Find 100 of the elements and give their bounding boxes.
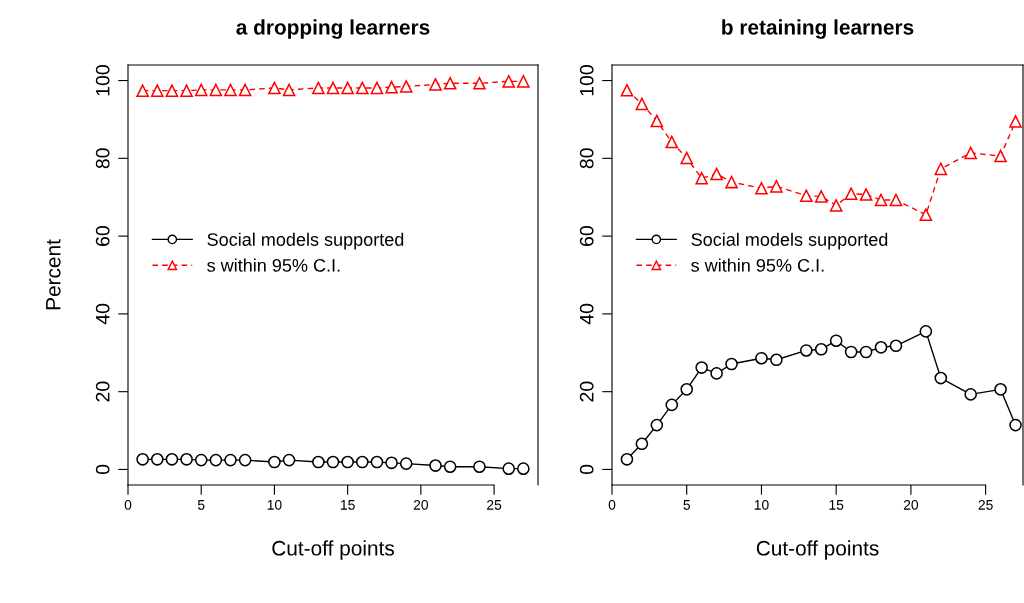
point [620, 453, 634, 466]
point [994, 149, 1007, 163]
point [635, 97, 649, 111]
point [680, 151, 694, 165]
point [399, 457, 413, 470]
point [844, 187, 858, 201]
point [665, 135, 679, 149]
point [326, 455, 340, 469]
point [136, 453, 149, 466]
x-axis-title: Cut-off points [272, 540, 395, 560]
y-tick-label: 20 [95, 381, 110, 402]
y-tick-label: 80 [95, 148, 110, 169]
point [399, 80, 413, 93]
point [844, 345, 858, 359]
y-tick-label: 20 [579, 381, 594, 402]
point [695, 361, 708, 374]
point [443, 460, 457, 474]
point [919, 208, 933, 222]
point [650, 418, 664, 432]
point [874, 341, 888, 354]
point [814, 190, 828, 203]
point [964, 388, 978, 401]
point [282, 453, 296, 467]
point [889, 339, 903, 353]
point [209, 453, 223, 467]
point [710, 167, 723, 181]
point [725, 175, 738, 189]
point [282, 83, 296, 97]
point [165, 453, 179, 466]
point [385, 456, 398, 470]
point [650, 114, 664, 128]
point [755, 181, 768, 195]
point [620, 83, 634, 97]
x-axis-title: Cut-off points [756, 540, 879, 560]
point [165, 84, 179, 97]
point [770, 180, 783, 193]
legend-label: Social models supported [207, 232, 404, 250]
point [341, 455, 354, 469]
point [859, 188, 873, 201]
point [326, 81, 340, 95]
x-tick-label: 15 [340, 500, 355, 510]
point [502, 462, 516, 475]
point [312, 81, 325, 95]
point [370, 81, 384, 95]
point [755, 351, 768, 365]
point [473, 76, 486, 90]
x-tick-label: 0 [608, 499, 616, 510]
point [150, 453, 164, 466]
y-tick-label: 0 [579, 464, 594, 475]
point [429, 459, 442, 472]
point [429, 78, 442, 91]
point [238, 453, 252, 467]
x-tick-label: 5 [683, 500, 691, 510]
y-tick-label: 80 [579, 148, 594, 169]
point [224, 453, 237, 467]
chart-title: a dropping learners [236, 19, 430, 39]
point [665, 398, 679, 412]
point [238, 83, 252, 97]
legend-label: s within 95% C.I. [207, 258, 340, 272]
point [194, 453, 208, 467]
chart-title: b retaining learners [722, 19, 914, 39]
point [889, 193, 903, 207]
point [473, 460, 486, 474]
point [150, 84, 164, 97]
point [680, 383, 694, 396]
x-tick-label: 10 [754, 499, 769, 510]
point [180, 84, 193, 97]
point [829, 334, 843, 348]
y-tick-label: 60 [579, 226, 594, 246]
y-tick-label: 100 [95, 65, 110, 96]
point [814, 342, 828, 356]
point [268, 455, 281, 469]
point [517, 75, 530, 88]
legend-label: s within 95% C.I. [691, 258, 824, 272]
point [517, 462, 530, 475]
point [874, 193, 888, 207]
point [385, 80, 398, 94]
point [934, 371, 948, 385]
point [312, 455, 325, 469]
y-tick-label: 100 [579, 65, 594, 96]
x-tick-label: 20 [413, 499, 429, 510]
point [710, 367, 723, 380]
point [443, 76, 457, 90]
y-tick-label: 40 [95, 303, 110, 325]
y-tick-label: 40 [579, 303, 594, 325]
y-axis-title: Percent [46, 239, 61, 310]
point [180, 453, 193, 466]
y-tick-label: 60 [95, 226, 110, 246]
point [355, 81, 369, 95]
point [194, 83, 208, 97]
x-tick-label: 20 [903, 499, 919, 510]
point [695, 171, 708, 185]
point [268, 81, 281, 95]
point [934, 162, 948, 176]
point [355, 455, 369, 469]
x-tick-label: 5 [197, 500, 205, 510]
point [770, 353, 783, 367]
point [1009, 115, 1022, 128]
point [859, 345, 873, 359]
x-tick-label: 0 [124, 499, 132, 510]
